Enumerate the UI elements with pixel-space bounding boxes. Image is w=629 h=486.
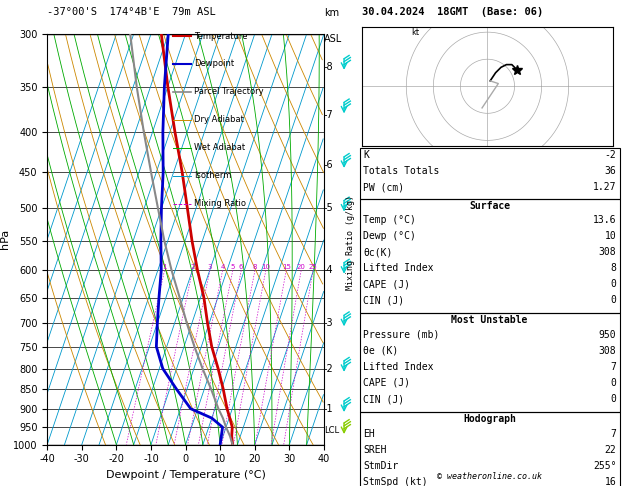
Text: -37°00'S  174°4B'E  79m ASL: -37°00'S 174°4B'E 79m ASL [47, 7, 216, 17]
Text: 1.27: 1.27 [593, 182, 616, 192]
Text: kt: kt [412, 28, 420, 37]
Text: 1: 1 [162, 264, 167, 270]
Text: 10: 10 [604, 231, 616, 241]
Text: Hodograph: Hodograph [463, 414, 516, 424]
Text: 4: 4 [220, 264, 225, 270]
Text: -2: -2 [324, 364, 334, 374]
Text: 0: 0 [611, 279, 616, 289]
Text: 10: 10 [261, 264, 270, 270]
Text: Pressure (mb): Pressure (mb) [363, 330, 439, 340]
Text: Mixing Ratio (g/kg): Mixing Ratio (g/kg) [347, 195, 355, 291]
Text: 16: 16 [604, 477, 616, 486]
Text: Lifted Index: Lifted Index [363, 362, 433, 372]
Text: -7: -7 [324, 110, 334, 120]
Text: Temp (°C): Temp (°C) [363, 215, 416, 225]
Text: 8: 8 [253, 264, 257, 270]
Text: StmDir: StmDir [363, 461, 398, 470]
Text: Most Unstable: Most Unstable [452, 315, 528, 326]
Text: 7: 7 [611, 429, 616, 438]
Text: -3: -3 [324, 318, 333, 328]
Text: SREH: SREH [363, 445, 386, 454]
Text: Dry Adiabat: Dry Adiabat [194, 115, 243, 124]
Text: 36: 36 [604, 166, 616, 176]
Text: Wet Adiabat: Wet Adiabat [194, 143, 245, 152]
X-axis label: Dewpoint / Temperature (°C): Dewpoint / Temperature (°C) [106, 470, 265, 480]
Text: CIN (J): CIN (J) [363, 394, 404, 404]
Text: 0: 0 [611, 295, 616, 305]
Text: -8: -8 [324, 62, 333, 71]
Text: CIN (J): CIN (J) [363, 295, 404, 305]
Text: Isotherm: Isotherm [194, 171, 231, 180]
Text: 25: 25 [309, 264, 318, 270]
Text: Surface: Surface [469, 201, 510, 211]
Text: 0: 0 [611, 378, 616, 388]
Text: Dewp (°C): Dewp (°C) [363, 231, 416, 241]
Text: -2: -2 [604, 150, 616, 160]
Text: 22: 22 [604, 445, 616, 454]
Text: 3: 3 [208, 264, 212, 270]
Text: -1: -1 [324, 404, 333, 414]
Text: 950: 950 [599, 330, 616, 340]
Text: 15: 15 [282, 264, 291, 270]
Text: 308: 308 [599, 346, 616, 356]
Text: 20: 20 [297, 264, 306, 270]
Text: CAPE (J): CAPE (J) [363, 378, 410, 388]
Text: Parcel Trajectory: Parcel Trajectory [194, 87, 264, 96]
Text: 0: 0 [611, 394, 616, 404]
Text: -5: -5 [324, 203, 334, 213]
Text: 13.6: 13.6 [593, 215, 616, 225]
Text: LCL: LCL [324, 426, 339, 435]
Text: 308: 308 [599, 247, 616, 257]
Text: K: K [363, 150, 369, 160]
Text: Lifted Index: Lifted Index [363, 263, 433, 273]
Text: Totals Totals: Totals Totals [363, 166, 439, 176]
Text: -4: -4 [324, 265, 333, 276]
Text: 6: 6 [239, 264, 243, 270]
Text: θc(K): θc(K) [363, 247, 392, 257]
Text: © weatheronline.co.uk: © weatheronline.co.uk [437, 472, 542, 481]
Text: Mixing Ratio: Mixing Ratio [194, 199, 246, 208]
Text: StmSpd (kt): StmSpd (kt) [363, 477, 428, 486]
Text: 5: 5 [231, 264, 235, 270]
Text: EH: EH [363, 429, 375, 438]
Text: CAPE (J): CAPE (J) [363, 279, 410, 289]
Text: 30.04.2024  18GMT  (Base: 06): 30.04.2024 18GMT (Base: 06) [362, 7, 543, 17]
Y-axis label: hPa: hPa [0, 229, 10, 249]
Text: 255°: 255° [593, 461, 616, 470]
Text: ASL: ASL [324, 34, 342, 44]
Text: 2: 2 [191, 264, 195, 270]
Text: km: km [324, 8, 339, 17]
Text: 7: 7 [611, 362, 616, 372]
Text: 8: 8 [611, 263, 616, 273]
Text: PW (cm): PW (cm) [363, 182, 404, 192]
Text: Temperature: Temperature [194, 32, 247, 40]
Text: θe (K): θe (K) [363, 346, 398, 356]
Text: -6: -6 [324, 160, 333, 170]
Text: Dewpoint: Dewpoint [194, 59, 234, 69]
